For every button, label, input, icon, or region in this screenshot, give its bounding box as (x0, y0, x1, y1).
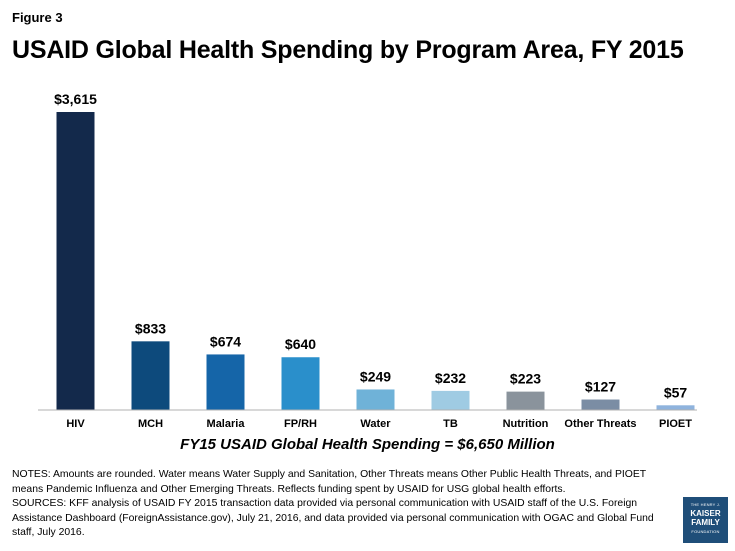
bar-value-label: $640 (285, 336, 316, 352)
bar-hiv (56, 112, 95, 410)
bar-other-threats (581, 399, 620, 410)
category-label: Malaria (207, 418, 246, 430)
bar-value-label: $833 (135, 320, 166, 336)
logo-line-4: FOUNDATION (691, 529, 720, 534)
category-label: Other Threats (564, 418, 636, 430)
bar-value-label: $223 (510, 371, 541, 387)
logo-line-3: FAMILY (691, 518, 720, 527)
figure-label: Figure 3 (12, 10, 63, 25)
bar-pioet (656, 405, 695, 410)
notes-text: NOTES: Amounts are rounded. Water means … (12, 469, 646, 495)
category-label: MCH (138, 418, 163, 430)
labels-layer: $3,615 HIV $833 MCH $674 Malaria $640 FP/RH $249… (54, 91, 692, 430)
category-label: PIOET (659, 418, 692, 430)
bar-chart: $3,615 HIV $833 MCH $674 Malaria $640 FP/RH $249… (38, 91, 697, 430)
bar-mch (131, 341, 170, 410)
bars-layer (56, 112, 695, 410)
bar-value-label: $127 (585, 379, 616, 395)
chart-title: USAID Global Health Spending by Program … (12, 36, 684, 64)
bar-value-label: $674 (210, 333, 241, 349)
x-axis-caption: FY15 USAID Global Health Spending = $6,6… (180, 436, 555, 453)
logo-line-2: KAISER (690, 509, 721, 518)
bar-fp-rh (281, 357, 320, 410)
bar-tb (431, 390, 470, 410)
sources-text: SOURCES: KFF analysis of USAID FY 2015 t… (12, 498, 654, 539)
category-label: HIV (66, 418, 85, 430)
category-label: Water (360, 418, 391, 430)
logo-line-1: THE HENRY J. (690, 502, 721, 507)
category-label: FP/RH (284, 418, 317, 430)
bar-value-label: $57 (664, 384, 688, 400)
bar-value-label: $249 (360, 368, 391, 384)
category-label: Nutrition (503, 418, 549, 430)
bar-water (356, 389, 395, 410)
category-label: TB (443, 418, 458, 430)
bar-value-label: $232 (435, 370, 466, 386)
bar-malaria (206, 354, 245, 410)
kff-logo: THE HENRY J. KAISER FAMILY FOUNDATION (683, 497, 728, 543)
bar-nutrition (506, 391, 545, 410)
bar-value-label: $3,615 (54, 91, 97, 107)
notes-block: NOTES: Amounts are rounded. Water means … (12, 468, 672, 541)
